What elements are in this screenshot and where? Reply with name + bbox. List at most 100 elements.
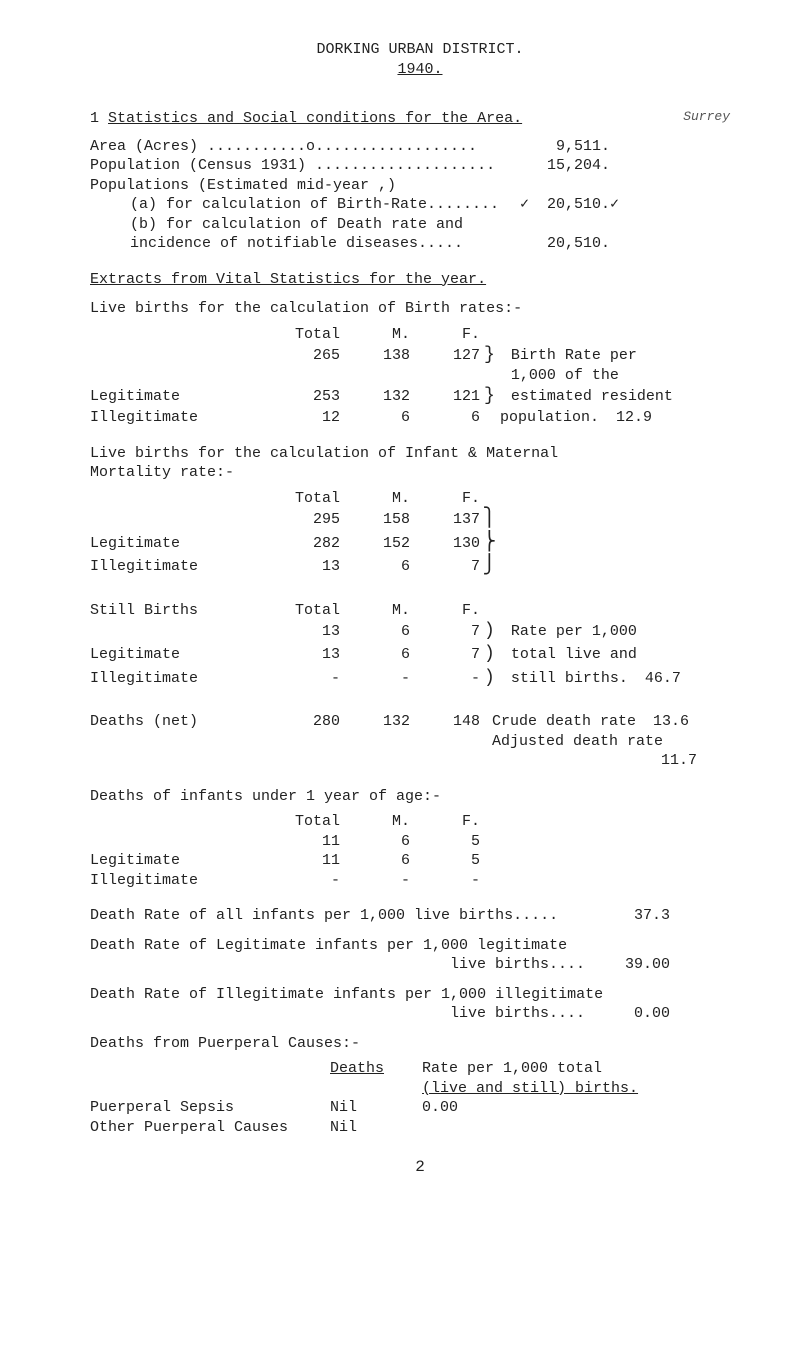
dn-rate1: 13.6	[653, 712, 689, 732]
sb-heading: Still Births	[90, 601, 270, 621]
calc-b-label: (b) for calculation of Death rate and	[130, 215, 610, 235]
sb-legit-f: 7	[410, 645, 480, 665]
extracts-heading: Extracts from Vital Statistics for the y…	[90, 270, 750, 290]
calc-a-check2: ✓	[610, 195, 628, 215]
sb-note1: Rate per 1,000	[499, 622, 750, 642]
dn-note1: Crude death rate	[492, 713, 636, 730]
sb-all-m: 6	[340, 622, 410, 642]
sb-all-f: 7	[410, 622, 480, 642]
sb-illegit-label: Illegitimate	[90, 669, 270, 689]
sb-note2: total live and	[499, 645, 750, 665]
im-all-m: 158	[340, 510, 410, 530]
pp-row1-label: Puerperal Sepsis	[90, 1098, 330, 1118]
dn-label: Deaths (net)	[90, 712, 270, 732]
pp-rate-hdr1: Rate per 1,000 total	[422, 1060, 602, 1077]
pop-census-label: Population (Census 1931) ...............…	[90, 156, 520, 176]
im-illegit-label: Illegitimate	[90, 557, 270, 577]
dn-m: 132	[340, 712, 410, 732]
dn-rate2: 11.7	[661, 752, 697, 769]
sb-rate: 46.7	[645, 669, 681, 689]
page-number: 2	[90, 1157, 750, 1178]
id-illegit-label: Illegitimate	[90, 871, 270, 891]
rate-legit-label: Death Rate of Legitimate infants per 1,0…	[90, 936, 750, 956]
dn-t: 280	[270, 712, 340, 732]
im-all-t: 295	[270, 510, 340, 530]
id-illegit-f: -	[410, 871, 480, 891]
brace-icon: }	[480, 385, 499, 408]
sb-all-t: 13	[270, 622, 340, 642]
im-illegit-f: 7	[410, 557, 480, 577]
im-hdr-m: M.	[340, 489, 410, 509]
im-legit-label: Legitimate	[90, 534, 270, 554]
id-illegit-m: -	[340, 871, 410, 891]
lb-note2: estimated resident	[511, 388, 673, 405]
im-hdr-f: F.	[410, 489, 480, 509]
section-1-title: Statistics and Social conditions for the…	[108, 110, 522, 127]
rate-illegit-label2: live births....	[450, 1004, 610, 1024]
id-all-m: 6	[340, 832, 410, 852]
sb-legit-m: 6	[340, 645, 410, 665]
still-births-table: Still Births Total M. F. 13 6 7 ) Rate p…	[90, 601, 750, 691]
im-all-f: 137	[410, 510, 480, 530]
infmort-intro1: Live births for the calculation of Infan…	[90, 444, 750, 464]
doc-title: DORKING URBAN DISTRICT. 1940.	[90, 40, 750, 79]
infant-deaths-table: Total M. F. 11 6 5 Legitimate 11 6 5 Ill…	[90, 812, 750, 890]
hdr-f: F.	[410, 325, 480, 345]
lb-total: 265	[270, 346, 340, 366]
sb-legit-label: Legitimate	[90, 645, 270, 665]
area-population-block: Area (Acres) ...........o...............…	[90, 137, 750, 254]
id-legit-m: 6	[340, 851, 410, 871]
brace-icon: ⎬	[480, 532, 499, 555]
live-births-table: Total M. F. 265 138 127 } Birth Rate per…	[90, 325, 750, 428]
brace-icon: )	[480, 620, 499, 643]
pop-census-value: 15,204.	[520, 156, 610, 176]
lb-note1b: 1,000 of the	[511, 367, 619, 384]
rate-all-label: Death Rate of all infants per 1,000 live…	[90, 906, 610, 926]
rate-legit-label2: live births....	[450, 955, 610, 975]
margin-annotation: Surrey	[683, 109, 730, 126]
id-legit-t: 11	[270, 851, 340, 871]
sb-illegit-f: -	[410, 669, 480, 689]
rate-all-row: Death Rate of all infants per 1,000 live…	[90, 906, 750, 926]
brace-icon: ⎫	[480, 508, 499, 531]
lb-illegit-m: 6	[340, 408, 410, 428]
title-year: 1940.	[397, 61, 442, 78]
id-hdr-total: Total	[270, 812, 340, 832]
pp-row2-val: Nil	[330, 1118, 410, 1138]
infant-deaths-heading: Deaths of infants under 1 year of age:-	[90, 787, 750, 807]
rate-illegit-label: Death Rate of Illegitimate infants per 1…	[90, 985, 750, 1005]
title-text: DORKING URBAN DISTRICT.	[316, 41, 523, 58]
sb-illegit-t: -	[270, 669, 340, 689]
im-legit-t: 282	[270, 534, 340, 554]
id-all-t: 11	[270, 832, 340, 852]
brace-icon: }	[480, 344, 499, 367]
pp-row1-rate: 0.00	[410, 1098, 750, 1118]
id-hdr-m: M.	[340, 812, 410, 832]
dn-note2: Adjusted death rate	[492, 733, 663, 750]
area-value: 9,511.	[520, 137, 610, 157]
sb-legit-t: 13	[270, 645, 340, 665]
puerperal-table: Deaths Rate per 1,000 total (live and st…	[90, 1059, 750, 1137]
dn-f: 148	[410, 712, 480, 732]
id-all-f: 5	[410, 832, 480, 852]
lb-legit-t: 253	[270, 387, 340, 407]
infmort-intro2: Mortality rate:-	[90, 463, 750, 483]
sb-hdr-f: F.	[410, 601, 480, 621]
id-legit-f: 5	[410, 851, 480, 871]
brace-icon: ⎭	[480, 555, 499, 578]
calc-b2-label: incidence of notifiable diseases.....	[130, 234, 538, 254]
sb-note3: still births.	[511, 670, 628, 687]
calc-a-check: ✓	[520, 195, 538, 215]
brace-icon: )	[480, 667, 499, 690]
lb-illegit-label: Illegitimate	[90, 408, 270, 428]
lb-note2b: population.	[500, 409, 599, 426]
area-label: Area (Acres) ...........o...............…	[90, 137, 520, 157]
rate-legit-val: 39.00	[610, 955, 670, 975]
puerperal-heading: Deaths from Puerperal Causes:-	[90, 1034, 750, 1054]
lb-illegit-t: 12	[270, 408, 340, 428]
id-hdr-f: F.	[410, 812, 480, 832]
lb-note1: Birth Rate per	[511, 347, 637, 364]
pop-est-label: Populations (Estimated mid-year ,)	[90, 176, 610, 196]
lb-m: 138	[340, 346, 410, 366]
sb-hdr-m: M.	[340, 601, 410, 621]
